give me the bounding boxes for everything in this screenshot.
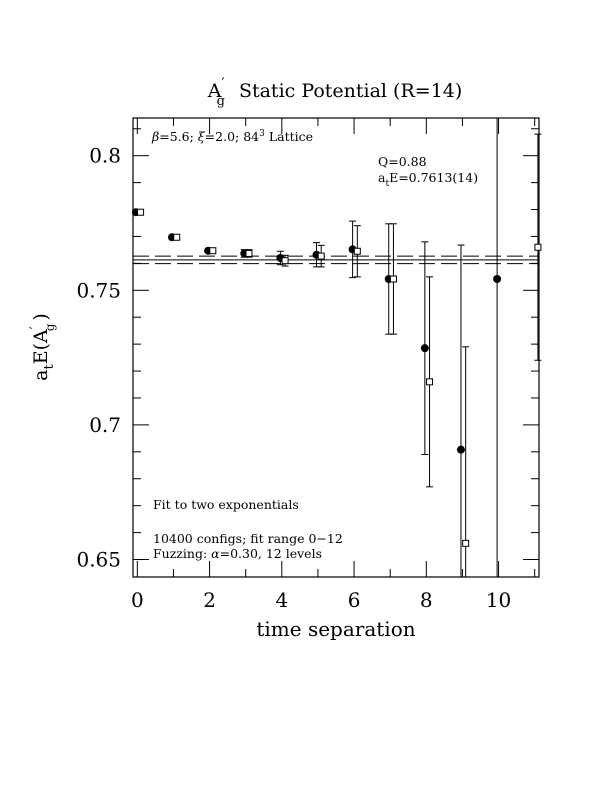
q-value: Q=0.88: [378, 154, 427, 169]
data-point-square: [353, 247, 361, 255]
x-tick-label: 0: [131, 588, 144, 612]
data-point-square: [209, 247, 217, 255]
x-tick-label: 4: [275, 588, 288, 612]
data-point-square: [426, 378, 434, 386]
configs-info: 10400 configs; fit range 0−12: [153, 531, 343, 546]
data-point-square: [173, 233, 181, 241]
data-point-square: [317, 252, 325, 260]
x-tick-label: 8: [420, 588, 433, 612]
title-sub: g: [217, 94, 225, 109]
data-point-square: [281, 257, 289, 265]
lattice-params: β=5.6; ξ=2.0; 843 Lattice: [151, 129, 313, 144]
fit-result: atE=0.7613(14): [378, 170, 478, 189]
data-point-square: [389, 275, 397, 283]
fit-method: Fit to two exponentials: [153, 497, 299, 512]
axis-ticks: [133, 118, 539, 577]
plot-frame: [132, 117, 540, 578]
data-point-square: [534, 243, 542, 251]
x-tick-label: 6: [348, 588, 361, 612]
title-prime: ′: [221, 76, 224, 92]
data-points: [131, 118, 542, 577]
data-point-square: [137, 208, 145, 216]
data-point-circle: [420, 344, 429, 353]
data-point-square: [462, 539, 470, 547]
data-point-circle: [456, 445, 465, 454]
chart-title: A′ g Static Potential (R=14): [207, 76, 463, 109]
fuzzing-info: Fuzzing: α=0.30, 12 levels: [153, 546, 322, 561]
y-axis-label: atE(A′g): [28, 313, 57, 381]
data-point-circle: [493, 274, 502, 283]
data-point-square: [245, 249, 253, 257]
y-tick-label: 0.75: [76, 278, 121, 302]
title-rest: Static Potential (R=14): [239, 80, 462, 102]
y-tick-label: 0.7: [89, 413, 121, 437]
title-main: A: [207, 80, 222, 102]
x-tick-label: 2: [203, 588, 216, 612]
fit-band: [133, 255, 539, 265]
y-tick-label: 0.65: [76, 548, 121, 572]
y-tick-label: 0.8: [89, 144, 121, 168]
x-axis-label: time separation: [256, 617, 415, 641]
axis-tick-labels: 0 2 4 6 8 10 0.65 0.7 0.75 0.8: [76, 144, 511, 612]
x-tick-label: 10: [486, 588, 511, 612]
